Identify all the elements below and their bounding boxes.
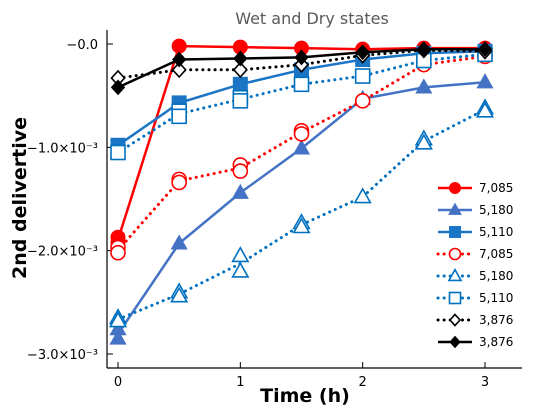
legend-entry: 3,876 (436, 313, 513, 327)
data-point (110, 144, 126, 161)
data-point (448, 313, 462, 327)
x-tick-label: 2 (359, 375, 367, 390)
data-point (449, 182, 461, 194)
x-tick-label: 0 (114, 375, 122, 390)
chart-title: Wet and Dry states (235, 9, 389, 28)
data-point (416, 41, 432, 58)
legend-label: 5,180 (479, 203, 513, 217)
y-tick-label: −3.0×10⁻³ (27, 348, 98, 363)
y-axis-label: 2nd delivertive (9, 117, 31, 279)
data-point (292, 139, 311, 155)
data-point (171, 174, 187, 191)
data-point (110, 244, 126, 261)
x-tick-label: 3 (481, 375, 489, 390)
data-point (231, 246, 250, 263)
data-point (447, 268, 463, 282)
series-8 (110, 41, 493, 96)
data-point (475, 101, 495, 118)
legend: 7,085 5,180 5,110 7,085 5,180 5,110 3,876 3,876 (436, 181, 513, 349)
legend-entry: 7,085 (438, 181, 513, 195)
data-point (233, 50, 248, 67)
data-point (232, 76, 248, 92)
y-tick-label: −1.0×10⁻³ (27, 141, 98, 156)
legend-label: 5,110 (479, 225, 513, 239)
data-point (108, 311, 128, 328)
y-tick-label: −0.0 (66, 38, 98, 53)
data-point (448, 291, 462, 305)
data-point (109, 329, 127, 345)
data-point (171, 38, 187, 54)
data-point (294, 49, 309, 66)
y-tick-label: −2.0×10⁻³ (27, 245, 98, 260)
series-2 (109, 73, 494, 345)
legend-entry: 7,085 (436, 247, 513, 261)
legend-entry: 5,110 (436, 291, 513, 305)
legend-entry: 5,180 (436, 268, 513, 283)
data-point (448, 202, 462, 215)
legend-label: 7,085 (479, 181, 513, 195)
x-axis-label: Time (h) (260, 385, 350, 407)
data-point (449, 226, 461, 238)
data-point (170, 234, 188, 250)
data-point (449, 335, 461, 349)
data-point (293, 76, 310, 93)
legend-entry: 5,110 (438, 225, 513, 239)
axes: −0.0 −1.0×10⁻³ −2.0×10⁻³ −3.0×10⁻³ 0 1 2 3 (27, 30, 522, 390)
data-point (414, 133, 433, 150)
data-point (477, 41, 493, 58)
data-point (231, 183, 249, 199)
data-point (171, 61, 187, 79)
data-point (232, 93, 249, 109)
data-point (292, 217, 311, 234)
data-point (231, 261, 250, 278)
legend-label: 3,876 (479, 313, 513, 327)
series-layer (108, 38, 495, 345)
data-point (293, 126, 310, 142)
series-5 (108, 98, 495, 328)
data-point (355, 44, 370, 61)
data-point (110, 79, 126, 96)
data-point (415, 78, 433, 94)
legend-label: 5,110 (479, 291, 513, 305)
data-point (476, 73, 494, 89)
data-point (353, 187, 372, 204)
legend-entry: 5,180 (438, 202, 513, 217)
data-point (232, 61, 248, 79)
data-point (354, 93, 371, 109)
legend-label: 7,085 (479, 247, 513, 261)
legend-entry: 3,876 (438, 335, 513, 349)
legend-label: 5,180 (479, 269, 513, 283)
x-tick-label: 1 (236, 375, 244, 390)
data-point (170, 286, 189, 303)
data-point (171, 108, 187, 125)
data-point (354, 68, 371, 84)
data-point (171, 51, 187, 68)
data-point (448, 247, 462, 261)
data-point (232, 163, 249, 179)
legend-label: 3,876 (479, 335, 513, 349)
